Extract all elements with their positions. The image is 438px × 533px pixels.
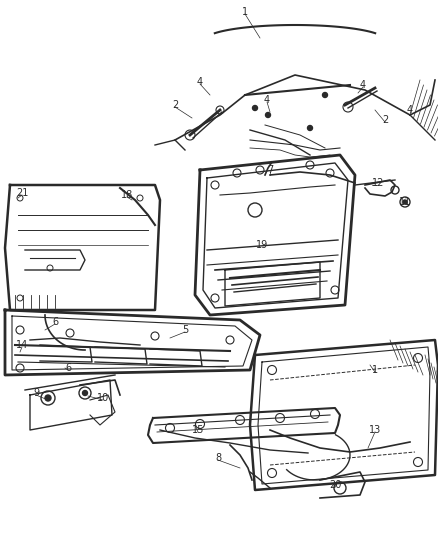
- Text: 5: 5: [182, 325, 188, 335]
- Text: 18: 18: [121, 190, 133, 200]
- Text: 8: 8: [215, 453, 221, 463]
- Text: 19: 19: [256, 240, 268, 250]
- Text: 1: 1: [372, 365, 378, 375]
- Text: 2: 2: [172, 100, 178, 110]
- Text: 6: 6: [52, 317, 58, 327]
- Text: 14: 14: [16, 340, 28, 350]
- Circle shape: [45, 395, 51, 401]
- Circle shape: [252, 106, 258, 110]
- Text: 4: 4: [197, 77, 203, 87]
- Text: 10: 10: [97, 393, 109, 403]
- Text: 4: 4: [407, 105, 413, 115]
- Text: 2: 2: [382, 115, 388, 125]
- Text: 15: 15: [192, 425, 204, 435]
- Circle shape: [322, 93, 328, 98]
- Text: 21: 21: [16, 188, 28, 198]
- Text: 4: 4: [264, 95, 270, 105]
- Text: 11: 11: [399, 197, 411, 207]
- Circle shape: [307, 125, 312, 131]
- Text: 20: 20: [329, 480, 341, 490]
- Text: 6: 6: [65, 363, 71, 373]
- Text: 4: 4: [360, 80, 366, 90]
- Text: 13: 13: [369, 425, 381, 435]
- Text: 1: 1: [242, 7, 248, 17]
- Text: 12: 12: [372, 178, 384, 188]
- Circle shape: [265, 112, 271, 117]
- Circle shape: [403, 200, 407, 204]
- Circle shape: [82, 391, 88, 395]
- Text: 7: 7: [267, 165, 273, 175]
- Text: 9: 9: [33, 388, 39, 398]
